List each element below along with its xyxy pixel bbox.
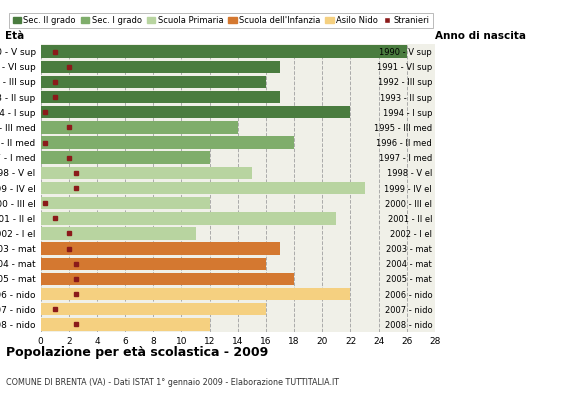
Bar [41,167,252,179]
Bar [41,91,280,103]
Bar [41,182,365,194]
Bar [41,121,238,134]
Bar [41,76,266,88]
Bar [41,288,350,300]
Bar [41,318,209,331]
Text: Popolazione per età scolastica - 2009: Popolazione per età scolastica - 2009 [6,346,268,359]
Text: Anno di nascita: Anno di nascita [435,31,526,41]
Bar [41,303,266,316]
Bar [41,227,195,240]
Bar [41,60,280,73]
Bar [41,197,209,209]
Text: COMUNE DI BRENTA (VA) - Dati ISTAT 1° gennaio 2009 - Elaborazione TUTTITALIA.IT: COMUNE DI BRENTA (VA) - Dati ISTAT 1° ge… [6,378,339,387]
Text: Età: Età [5,31,24,41]
Bar [41,45,407,58]
Bar [41,106,350,118]
Bar [41,273,294,285]
Bar [41,258,266,270]
Bar [41,242,280,255]
Bar [41,212,336,224]
Bar [41,136,294,149]
Bar [41,152,209,164]
Legend: Sec. II grado, Sec. I grado, Scuola Primaria, Scuola dell'Infanzia, Asilo Nido, : Sec. II grado, Sec. I grado, Scuola Prim… [9,13,433,28]
